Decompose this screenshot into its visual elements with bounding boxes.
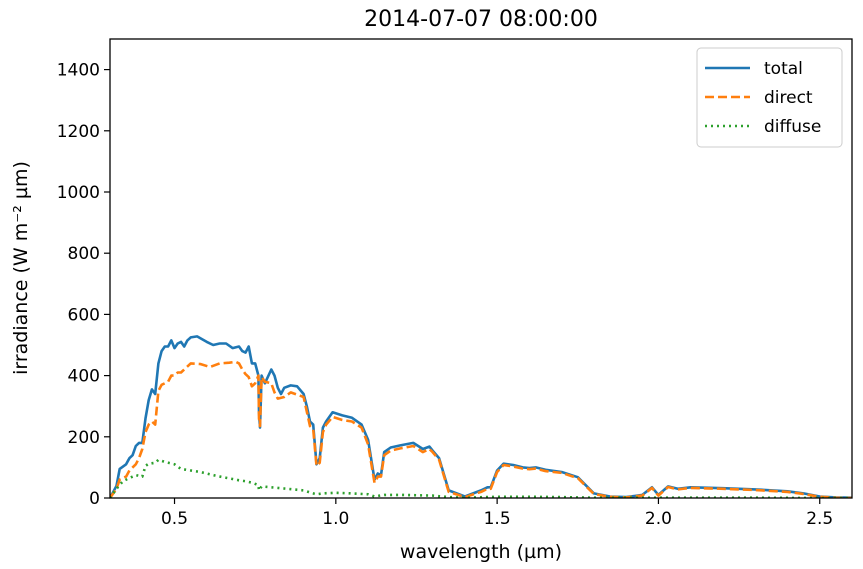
legend-box: [696, 47, 843, 148]
y-axis-label: irradiance (W m⁻² µm): [10, 161, 32, 375]
x-tick-label: 2.0: [645, 509, 672, 529]
series-line-total: [110, 335, 852, 498]
x-tick-label: 2.5: [806, 509, 833, 529]
series-line-direct: [110, 360, 852, 498]
legend: total direct diffuse: [696, 47, 843, 148]
y-tick-label: 600: [68, 305, 100, 325]
x-axis-label: wavelength (µm): [400, 541, 562, 563]
plot-frame: [109, 38, 853, 499]
y-tick-label: 400: [68, 367, 100, 387]
y-tick-label: 0: [89, 489, 100, 509]
chart-title: 2014-07-07 08:00:00: [364, 7, 598, 32]
x-tick-label: 1.5: [484, 509, 511, 529]
y-tick-label: 1000: [57, 183, 100, 203]
y-tick-label: 1200: [57, 122, 100, 142]
y-tick-label: 1400: [57, 61, 100, 81]
plot-lines: [110, 335, 852, 498]
series-line-diffuse: [110, 458, 852, 498]
x-axis: 0.5 1.0 1.5 2.0 2.5: [161, 498, 833, 529]
x-tick-label: 1.0: [322, 509, 349, 529]
x-tick-label: 0.5: [161, 509, 188, 529]
legend-label-diffuse: diffuse: [764, 117, 821, 137]
legend-label-total: total: [764, 59, 803, 79]
legend-label-direct: direct: [764, 88, 813, 108]
y-tick-label: 800: [68, 244, 100, 264]
y-axis: 0 200 400 600 800 1000 1200 1400: [57, 61, 110, 509]
y-tick-label: 200: [68, 428, 100, 448]
